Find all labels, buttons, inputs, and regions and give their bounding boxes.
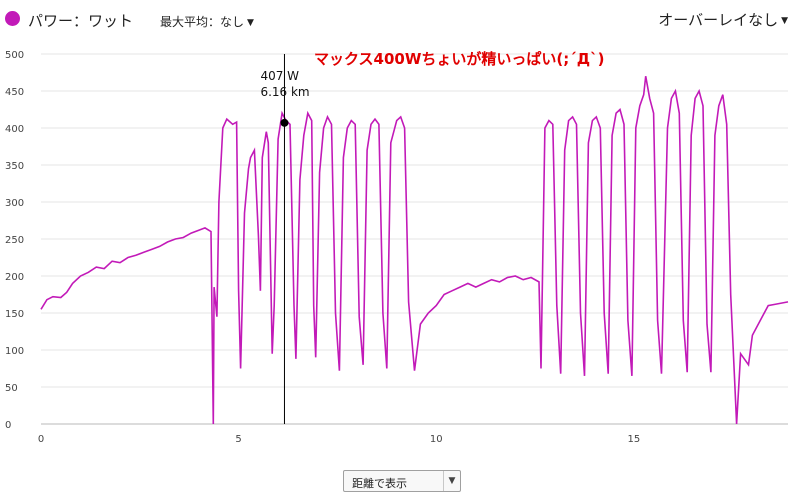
overlay-label: オーバーレイなし bbox=[658, 11, 779, 29]
y-tick-label: 0 bbox=[5, 420, 11, 431]
max-average-dropdown[interactable]: 最大平均：なし ▼ bbox=[160, 13, 254, 30]
y-tick-label: 100 bbox=[5, 346, 24, 357]
tooltip-value: 407 W bbox=[260, 69, 299, 83]
cursor-point bbox=[280, 118, 289, 127]
power-series-line bbox=[40, 76, 789, 425]
x-axis-ticks: 0 5 10 15 bbox=[38, 434, 640, 445]
x-axis-mode-label: 距離で表示 bbox=[352, 477, 407, 490]
y-tick-label: 150 bbox=[5, 309, 24, 320]
y-tick-label: 500 bbox=[5, 50, 24, 61]
series-color-dot[interactable] bbox=[5, 11, 20, 26]
y-axis-ticks: 0 50 100 150 200 250 300 350 400 450 500 bbox=[5, 50, 24, 431]
overlay-dropdown[interactable]: オーバーレイなし ▼ bbox=[658, 9, 788, 30]
power-chart[interactable]: 0 50 100 150 200 250 300 350 400 450 500 0 5 10 15 40… bbox=[0, 40, 800, 460]
series-label[interactable]: パワー：ワット bbox=[28, 12, 134, 30]
x-tick-label: 0 bbox=[38, 434, 44, 445]
tooltip-distance: 6.16 km bbox=[260, 85, 309, 99]
y-tick-label: 250 bbox=[5, 235, 24, 246]
x-axis-mode-select[interactable]: 距離で表示 ▼ bbox=[343, 470, 461, 492]
caret-down-icon: ▼ bbox=[247, 17, 254, 28]
y-tick-label: 400 bbox=[5, 124, 24, 135]
x-tick-label: 15 bbox=[627, 434, 640, 445]
x-tick-label: 10 bbox=[430, 434, 443, 445]
y-tick-label: 350 bbox=[5, 161, 24, 172]
y-tick-label: 200 bbox=[5, 272, 24, 283]
chevron-down-icon[interactable]: ▼ bbox=[443, 471, 460, 491]
chart-header: パワー：ワット 最大平均：なし ▼ オーバーレイなし ▼ bbox=[0, 0, 800, 40]
max-average-label: 最大平均：なし bbox=[160, 15, 245, 29]
y-tick-label: 300 bbox=[5, 198, 24, 209]
grid-lines bbox=[41, 53, 788, 425]
y-tick-label: 50 bbox=[5, 383, 18, 394]
y-tick-label: 450 bbox=[5, 87, 24, 98]
caret-down-icon: ▼ bbox=[781, 15, 788, 26]
annotation-text: マックス400Wちょいが精いっぱい(;´Д`) bbox=[314, 50, 604, 68]
x-tick-label: 5 bbox=[235, 434, 241, 445]
